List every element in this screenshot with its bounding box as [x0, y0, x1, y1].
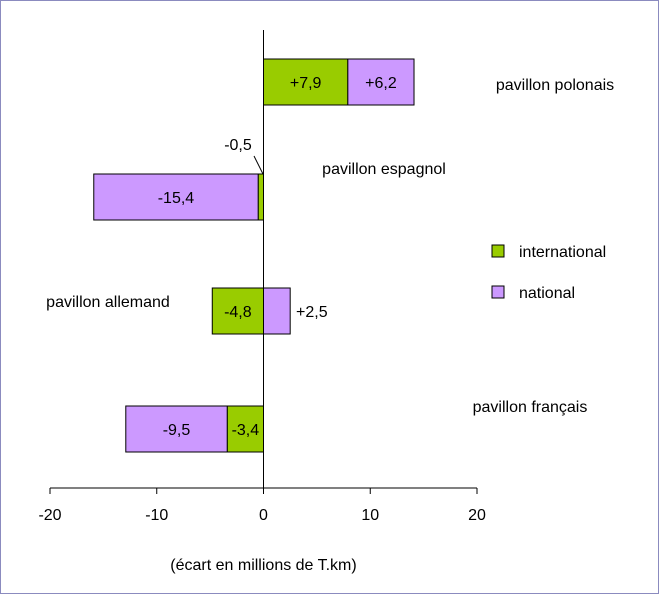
x-tick-label: -20 — [38, 507, 61, 524]
bar-international-0 — [263, 58, 349, 106]
category-label: pavillon français — [473, 399, 588, 416]
bar-international-2 — [211, 287, 264, 335]
data-label: +7,9 — [290, 75, 322, 92]
data-label: -0,5 — [224, 137, 252, 154]
x-tick-label: 20 — [468, 507, 486, 524]
legend-label: international — [519, 244, 606, 261]
x-tick-label: 0 — [259, 507, 268, 524]
data-label: -15,4 — [158, 190, 195, 207]
category-label: pavillon espagnol — [322, 161, 446, 178]
legend-label: national — [519, 285, 575, 302]
category-label: pavillon polonais — [496, 77, 614, 94]
x-tick-label: 10 — [361, 507, 379, 524]
legend-swatch-national — [491, 285, 505, 299]
data-label: +6,2 — [365, 75, 397, 92]
legend-swatch-international — [491, 244, 505, 258]
x-tick-label: -10 — [145, 507, 168, 524]
data-label: +2,5 — [296, 304, 328, 321]
bar-national-1 — [93, 173, 259, 221]
x-axis-title: (écart en millions de T.km) — [170, 557, 356, 574]
bar-international-1 — [257, 173, 265, 221]
data-label: -4,8 — [224, 304, 252, 321]
bar-national-0 — [347, 58, 415, 106]
bar-national-3 — [125, 405, 228, 453]
data-label: -9,5 — [163, 422, 191, 439]
data-label-leader-line — [253, 155, 264, 175]
bar-national-2 — [263, 287, 291, 335]
data-label: -3,4 — [232, 422, 260, 439]
category-label: pavillon allemand — [46, 294, 170, 311]
